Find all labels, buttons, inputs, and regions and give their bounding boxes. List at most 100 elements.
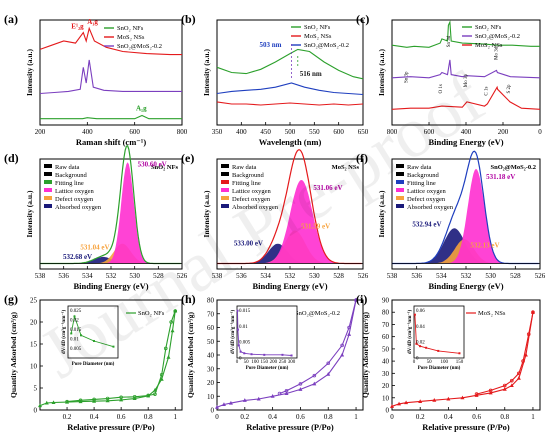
y-tick-label: 50 bbox=[382, 345, 390, 353]
x-tick-label: 528 bbox=[333, 272, 344, 280]
inset-point bbox=[239, 350, 242, 353]
data-point bbox=[159, 377, 164, 381]
series-line bbox=[391, 19, 540, 48]
x-tick-label: 0.6 bbox=[472, 413, 481, 421]
data-point bbox=[173, 309, 178, 313]
panel-label: (e) bbox=[181, 151, 194, 165]
legend-swatch bbox=[221, 180, 229, 184]
legend-label: Lattice oxygen bbox=[407, 188, 447, 195]
inset-x-tick-label: 50 bbox=[427, 360, 433, 365]
y-tick-label: 90 bbox=[382, 297, 390, 305]
data-point bbox=[312, 373, 317, 378]
inset-y-label: dV/dD (cm³g⁻¹nm⁻¹) bbox=[407, 309, 413, 354]
inset-y-tick-label: 0 bbox=[239, 357, 242, 362]
data-point bbox=[132, 394, 137, 399]
x-tick-label: 0 bbox=[538, 128, 542, 136]
y-tick-label: 40 bbox=[382, 358, 390, 366]
series-line bbox=[39, 59, 182, 95]
inset-x-label: Pore Diameter (nm) bbox=[246, 366, 289, 371]
data-point bbox=[326, 372, 331, 376]
peak-label: 530.60 eV bbox=[138, 160, 167, 168]
data-point bbox=[488, 388, 493, 393]
legend-label: Defect oxygen bbox=[55, 196, 94, 203]
x-tick-label: 550 bbox=[309, 128, 320, 136]
inset-point bbox=[237, 344, 240, 347]
inset-x-tick-label: 0 bbox=[413, 360, 416, 365]
x-axis-label: Binding Energy (eV) bbox=[428, 137, 503, 147]
peak-annotation: 516 nm bbox=[300, 70, 322, 78]
data-point bbox=[397, 401, 402, 406]
y-axis-label: Intensity (a.u.) bbox=[202, 49, 211, 96]
inset-frame bbox=[236, 305, 298, 359]
y-tick-label: 60 bbox=[382, 333, 390, 341]
data-point bbox=[526, 332, 531, 337]
x-tick-label: 528 bbox=[153, 272, 164, 280]
panel-title: SnO₂ NFs bbox=[151, 164, 179, 171]
panel-i: (i)0 0.2 0.4 0.6 0.8 10102030405060708090Rela… bbox=[356, 292, 541, 432]
x-tick-label: 532 bbox=[461, 272, 472, 280]
peak-label: 531.59 eV bbox=[301, 223, 330, 231]
inset-y-tick-label: 0.015 bbox=[70, 328, 82, 333]
series-line bbox=[391, 59, 541, 79]
x-tick-label: 400 bbox=[236, 128, 247, 136]
peak-annotation: Sn 3d bbox=[447, 35, 452, 47]
inset-x-label: Pore Diameter (nm) bbox=[72, 362, 115, 367]
plot-frame bbox=[391, 299, 541, 411]
data-point bbox=[460, 395, 465, 400]
x-tick-label: 526 bbox=[535, 272, 546, 280]
x-axis-label: Binding Energy (eV) bbox=[73, 281, 148, 291]
inset-y-tick-label: 0.04 bbox=[416, 325, 425, 330]
series-line bbox=[476, 312, 534, 395]
data-point bbox=[432, 398, 437, 402]
inset-point bbox=[281, 353, 284, 356]
x-tick-label: 800 bbox=[387, 128, 398, 136]
x-tick-label: 0.8 bbox=[324, 413, 333, 421]
legend-label: Lattice oxygen bbox=[232, 188, 272, 195]
x-tick-label: 0.4 bbox=[268, 413, 277, 421]
inset-y-tick-label: 0.005 bbox=[239, 341, 251, 346]
y-tick-label: 25 bbox=[30, 297, 38, 305]
x-tick-label: 0 bbox=[390, 413, 394, 421]
panel-label: (a) bbox=[4, 12, 18, 26]
panel-label: (h) bbox=[181, 292, 196, 306]
y-tick-label: 60 bbox=[207, 324, 215, 332]
legend-swatch bbox=[44, 172, 52, 176]
x-tick-label: 526 bbox=[358, 272, 369, 280]
x-axis-label: Binding Energy (eV) bbox=[252, 281, 327, 291]
inset-point bbox=[437, 349, 440, 352]
legend-label: SnO₂ NFs bbox=[475, 24, 502, 31]
legend-label: Fitting line bbox=[407, 180, 436, 187]
inset-x-label: Pore Diameter (nm) bbox=[418, 366, 461, 371]
y-tick-label: 70 bbox=[207, 310, 215, 318]
legend-label: SnO₂@MoS₂-0.2 bbox=[117, 43, 162, 50]
x-tick-label: 400 bbox=[461, 128, 472, 136]
panel-label: (i) bbox=[356, 292, 367, 306]
fit-peak bbox=[40, 243, 182, 264]
peak-annotation: Sn 3p bbox=[405, 71, 410, 83]
data-point bbox=[119, 395, 123, 400]
x-tick-label: 200 bbox=[498, 128, 509, 136]
legend-label: Background bbox=[407, 172, 440, 179]
series-line bbox=[216, 82, 364, 96]
x-tick-label: 0.8 bbox=[144, 413, 153, 421]
legend-label: Defect oxygen bbox=[232, 196, 271, 203]
data-point bbox=[488, 390, 493, 395]
x-tick-label: 600 bbox=[424, 128, 435, 136]
x-axis-label: Wavelength (nm) bbox=[259, 137, 322, 147]
data-point bbox=[163, 346, 168, 351]
inset-point bbox=[70, 332, 73, 335]
data-point bbox=[509, 383, 514, 388]
x-axis-label: Relative pressure (P/Po) bbox=[422, 422, 510, 432]
x-tick-label: 650 bbox=[358, 128, 369, 136]
data-point bbox=[390, 404, 394, 408]
inset-y-tick-label: 0.06 bbox=[416, 309, 425, 314]
legend-swatch bbox=[44, 196, 52, 200]
data-point bbox=[51, 400, 56, 405]
inset-point bbox=[243, 352, 246, 355]
inset-point bbox=[419, 345, 422, 348]
panel-d: (d) 538 536 534 532 530 528 526 Binding Energy (… bbox=[4, 145, 188, 291]
data-point bbox=[221, 402, 226, 406]
data-point bbox=[340, 343, 344, 348]
legend-swatch bbox=[44, 180, 52, 184]
